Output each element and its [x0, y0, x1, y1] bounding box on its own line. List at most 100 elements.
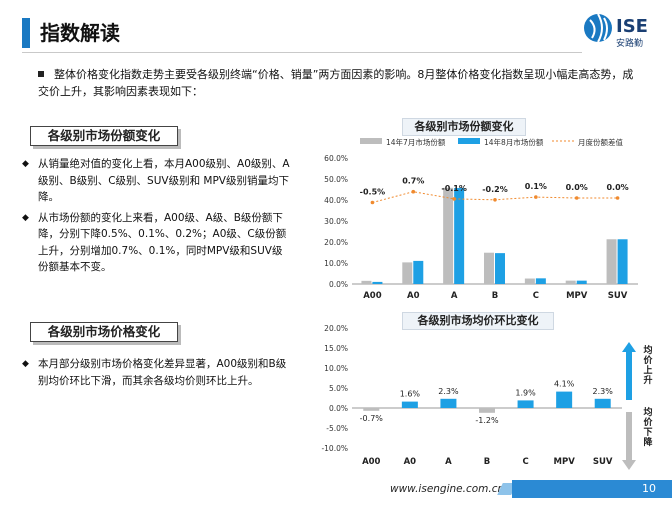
- bar-A00: [363, 408, 380, 411]
- legend-label-aug: 14年8月市场份额: [484, 137, 544, 147]
- data-label: 2.3%: [438, 387, 459, 396]
- square-bullet-icon: [38, 71, 44, 77]
- price-chart-title: 各级别市场均价环比变化: [402, 312, 554, 330]
- y-tick-label: 50.0%: [324, 175, 348, 184]
- x-tick-label: SUV: [593, 457, 613, 467]
- x-tick-label: C: [533, 291, 539, 301]
- data-label: 2.3%: [593, 387, 614, 396]
- price-section-label: 各级别市场价格变化: [30, 322, 178, 342]
- bar-C: [517, 400, 534, 408]
- arrow-down-icon: [622, 412, 636, 470]
- x-tick-label: MPV: [566, 291, 588, 301]
- diff-data-label: -0.1%: [441, 184, 467, 193]
- diff-data-label: 0.1%: [525, 182, 547, 191]
- bar-SUV-aug: [617, 239, 628, 284]
- diff-point: [493, 198, 497, 202]
- bar-A0-jul: [402, 262, 413, 284]
- diff-data-label: 0.0%: [566, 183, 588, 192]
- x-tick-label: A: [451, 291, 458, 301]
- y-tick-label: 15.0%: [324, 344, 348, 353]
- bar-SUV-jul: [606, 239, 617, 284]
- bar-MPV: [556, 391, 573, 408]
- x-tick-label: A00: [362, 457, 380, 467]
- y-tick-label: 20.0%: [324, 238, 348, 247]
- data-label: 4.1%: [554, 380, 575, 389]
- arrow-up-icon: [622, 342, 636, 400]
- bar-B-jul: [484, 252, 494, 284]
- bar-A: [440, 398, 457, 408]
- legend-swatch-jul: [360, 138, 382, 144]
- x-tick-label: A0: [407, 291, 420, 301]
- arrow-up-label: 均价上升: [643, 346, 653, 386]
- diff-data-label: -0.2%: [482, 185, 508, 194]
- price-bullets: 本月部分级别市场价格变化差异显著，A00级别和B级别均价环比下滑，而其余各级均价…: [20, 356, 292, 390]
- title-accent-bar: [22, 18, 30, 48]
- diff-point: [370, 200, 375, 205]
- y-tick-label: 0.0%: [329, 404, 348, 413]
- logo-subtext: 安路勤: [616, 37, 643, 49]
- share-bullet-1: 从销量绝对值的变化上看，本月A00级别、A0级别、A级别、B级别、C级别、SUV…: [20, 156, 292, 206]
- diff-point: [615, 196, 620, 200]
- y-tick-label: 40.0%: [324, 196, 348, 205]
- price-bullet-1: 本月部分级别市场价格变化差异显著，A00级别和B级别均价环比下滑，而其余各级均价…: [20, 356, 292, 389]
- data-label: 1.9%: [515, 388, 536, 397]
- bar-B-aug: [495, 253, 505, 284]
- legend-label-diff: 月度份额差值: [578, 137, 623, 147]
- diff-point: [452, 197, 456, 201]
- y-tick-label: -10.0%: [321, 444, 348, 453]
- bar-A-jul: [443, 187, 454, 284]
- price-arrows: [622, 342, 636, 470]
- y-tick-label: 60.0%: [324, 154, 348, 163]
- diff-data-label: 0.0%: [606, 183, 628, 192]
- diff-point: [411, 189, 416, 194]
- x-tick-label: SUV: [608, 291, 628, 301]
- footer-bar: [512, 480, 672, 498]
- share-section-label: 各级别市场份额变化: [30, 126, 178, 146]
- bar-MPV-aug: [576, 280, 587, 284]
- brand-logo: ISE 安路勤: [582, 10, 664, 50]
- bar-A00-jul: [361, 280, 372, 284]
- y-tick-label: 10.0%: [324, 364, 348, 373]
- data-label: -0.7%: [360, 414, 384, 423]
- bar-C-aug: [535, 278, 546, 284]
- page-title: 指数解读: [40, 21, 120, 45]
- legend-swatch-aug: [458, 138, 480, 144]
- bar-B: [479, 408, 495, 413]
- bar-A0: [401, 401, 418, 408]
- share-bullet-2: 从市场份额的变化上来看，A00级、A级、B级份额下降，分别下降0.5%、0.1%…: [20, 210, 292, 276]
- logo-text: ISE: [616, 16, 648, 37]
- diff-data-label: -0.5%: [360, 188, 386, 197]
- bar-A0-aug: [413, 260, 424, 284]
- bar-SUV: [594, 398, 611, 408]
- diff-data-label: 0.7%: [402, 177, 424, 186]
- bar-MPV-jul: [565, 280, 576, 284]
- y-tick-label: 0.0%: [329, 280, 348, 289]
- share-bullets: 从销量绝对值的变化上看，本月A00级别、A0级别、A级别、B级别、C级别、SUV…: [20, 156, 292, 277]
- x-tick-label: A0: [404, 457, 417, 467]
- x-tick-label: C: [522, 457, 528, 467]
- y-tick-label: 10.0%: [324, 259, 348, 268]
- x-tick-label: MPV: [554, 457, 576, 467]
- y-tick-label: -5.0%: [326, 424, 348, 433]
- intro-text: 整体价格变化指数走势主要受各级别终端“价格、销量”两方面因素的影响。8月整体价格…: [38, 68, 634, 98]
- bar-A-aug: [454, 188, 465, 284]
- page-number: 10: [642, 482, 656, 495]
- x-tick-label: A: [445, 457, 452, 467]
- header-divider: [22, 52, 582, 53]
- y-tick-label: 5.0%: [329, 384, 348, 393]
- arrow-down-label: 均价下降: [643, 408, 653, 448]
- diff-point: [534, 195, 538, 199]
- footer-url[interactable]: www.isengine.com.cn: [390, 483, 505, 495]
- x-tick-label: B: [484, 457, 490, 467]
- share-chart-title: 各级别市场份额变化: [402, 118, 526, 136]
- bar-A00-aug: [372, 281, 383, 284]
- y-tick-label: 20.0%: [324, 324, 348, 333]
- share-chart: 14年7月市场份额 14年8月市场份额 月度份额差值 0.0% 10.0% 20.0% 30…: [324, 137, 638, 301]
- bar-C-jul: [524, 278, 535, 284]
- y-tick-label: 30.0%: [324, 217, 348, 226]
- price-chart: -10.0% -5.0% 0.0% 5.0% 10.0% 15.0% 20.0% -0.7% A…: [321, 324, 622, 467]
- x-tick-label: A00: [363, 291, 381, 301]
- x-tick-label: B: [492, 291, 498, 301]
- data-label: -1.2%: [475, 416, 499, 425]
- legend-label-jul: 14年7月市场份额: [386, 137, 446, 147]
